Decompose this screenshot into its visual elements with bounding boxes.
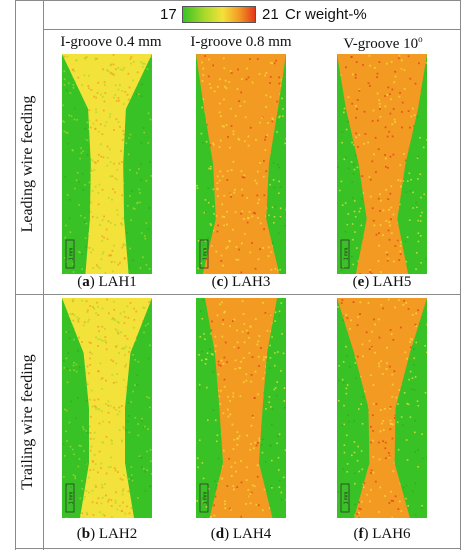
legend-quantity-label: Cr weight-%	[285, 6, 367, 23]
grid-right-border	[460, 0, 461, 550]
scale-bar	[340, 239, 350, 269]
weld-zone	[62, 54, 152, 274]
scale-bar	[199, 239, 209, 269]
grid-left-border	[15, 0, 16, 550]
weld-zone	[337, 54, 427, 274]
scale-bar-label: 1 mm	[69, 492, 75, 505]
panel-lah5-map: 1 mm	[337, 54, 427, 274]
scale-bar	[340, 483, 350, 513]
weld-zone	[205, 298, 277, 518]
caption-lah1-sample: LAH1	[94, 274, 137, 290]
caption-lah2-letter: b	[81, 526, 91, 542]
caption-lah3-sample: LAH3	[228, 274, 271, 290]
panel-lah4-map: 1 mm	[196, 298, 286, 518]
caption-lah3-letter: c	[216, 274, 224, 290]
column-header-1-label: I-groove 0.4 mm	[60, 34, 162, 50]
grid-bottom-border	[15, 548, 461, 549]
scale-bar-label: 1 mm	[344, 492, 350, 505]
grid-legend-divider	[43, 29, 461, 30]
panel-lah2-map: 1 mm	[62, 298, 152, 518]
caption-lah1-letter: a	[82, 274, 90, 290]
column-header-3-superscript: o	[418, 34, 423, 44]
caption-lah6: (f) LAH6	[353, 526, 411, 542]
caption-lah3: (c) LAH3	[211, 274, 271, 290]
panel-lah1-map: 1 mm	[62, 54, 152, 274]
micrograph-svg: 1 mm	[196, 54, 286, 274]
column-header-2-label: I-groove 0.8 mm	[190, 34, 292, 50]
legend-max-label: 21	[262, 6, 279, 23]
caption-lah5-sample: LAH5	[369, 274, 412, 290]
caption-lah6-letter: f	[358, 526, 364, 542]
row-label-leading: Leading wire feeding	[19, 95, 36, 233]
caption-lah4: (d) LAH4	[210, 526, 272, 542]
micrograph-svg: 1 mm	[62, 54, 152, 274]
column-header-3-label: V-groove 10	[343, 36, 419, 52]
micrograph-svg: 1 mm	[337, 298, 427, 518]
grid-top-border	[15, 0, 461, 1]
scale-bar	[65, 239, 75, 269]
scale-bar-label: 1 mm	[203, 492, 209, 505]
scale-bar-label: 1 mm	[344, 248, 350, 261]
panel-lah6-map: 1 mm	[337, 298, 427, 518]
grid-row-divider	[15, 294, 461, 295]
caption-lah2: (b) LAH2	[76, 526, 138, 542]
micrograph-svg: 1 mm	[337, 54, 427, 274]
caption-lah4-sample: LAH4	[229, 526, 272, 542]
legend-colorbar	[182, 6, 256, 23]
row-label-trailing: Trailing wire feeding	[19, 354, 36, 490]
caption-lah6-sample: LAH6	[368, 526, 411, 542]
caption-lah4-letter: d	[215, 526, 225, 542]
scale-bar	[199, 483, 209, 513]
scale-bar-label: 1 mm	[69, 248, 75, 261]
legend-min-label: 17	[160, 6, 177, 23]
column-header-1: I-groove 0.4 mm	[46, 34, 176, 51]
micrograph-svg: 1 mm	[62, 298, 152, 518]
caption-lah5-letter: e	[357, 274, 365, 290]
micrograph-svg: 1 mm	[196, 298, 286, 518]
scale-bar	[65, 483, 75, 513]
column-header-2: I-groove 0.8 mm	[176, 34, 306, 51]
grid-label-column-divider	[43, 0, 44, 550]
column-header-3: V-groove 10o	[318, 34, 448, 53]
caption-lah5: (e) LAH5	[352, 274, 412, 290]
weld-zone	[62, 298, 152, 518]
panel-lah3-map: 1 mm	[196, 54, 286, 274]
caption-lah1: (a) LAH1	[77, 274, 137, 290]
caption-lah2-sample: LAH2	[95, 526, 138, 542]
scale-bar-label: 1 mm	[203, 248, 209, 261]
